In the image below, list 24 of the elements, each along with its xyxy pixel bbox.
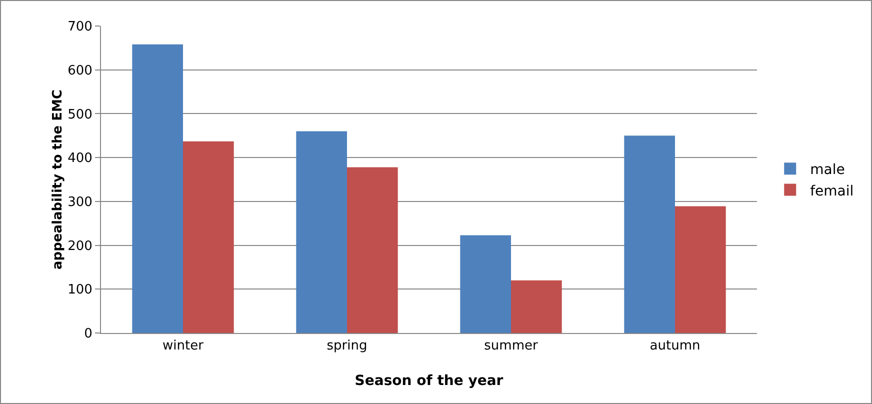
x-tick-label: spring <box>326 338 368 354</box>
bar <box>347 167 398 333</box>
bar <box>511 280 562 333</box>
y-tick-label: 200 <box>68 238 92 254</box>
x-axis-title: Season of the year <box>354 373 504 389</box>
bar <box>132 44 183 333</box>
y-tick-label: 700 <box>68 20 92 35</box>
y-tick-label: 300 <box>68 194 92 210</box>
x-tick-label: summer <box>484 338 538 354</box>
bar <box>624 136 675 333</box>
x-tick-label: autumn <box>650 338 700 354</box>
y-tick-label: 400 <box>68 151 92 166</box>
y-tick-label: 600 <box>68 63 92 78</box>
x-tick-label: winter <box>162 338 204 354</box>
bar <box>296 131 347 333</box>
y-tick-label: 500 <box>68 107 92 122</box>
legend-label: male <box>810 162 845 178</box>
bar <box>675 206 726 333</box>
y-axis-title: appealability to the EMC <box>50 90 66 270</box>
y-tick-label: 100 <box>68 282 92 298</box>
bar <box>183 141 234 333</box>
bar <box>460 235 511 333</box>
y-tick-label: 0 <box>84 326 92 342</box>
legend-label: femail <box>810 183 854 200</box>
